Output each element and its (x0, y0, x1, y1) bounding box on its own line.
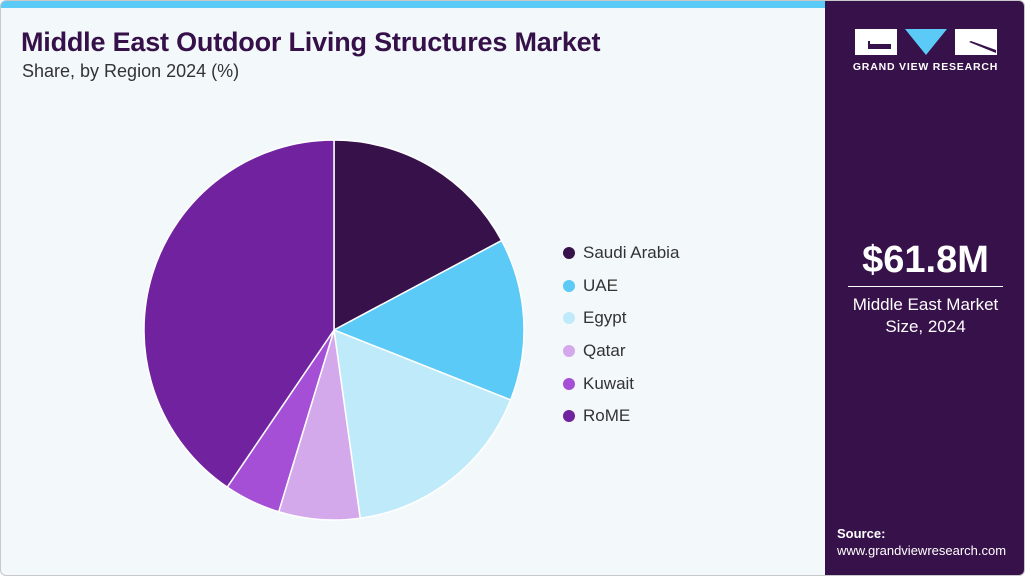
market-size-label: Middle East Market Size, 2024 (825, 294, 1024, 338)
market-size-value: $61.8M (862, 239, 989, 281)
legend-item: Saudi Arabia (563, 237, 679, 270)
legend-dot-icon (563, 410, 575, 423)
accent-bar (1, 1, 825, 8)
source-title: Source: (837, 526, 886, 541)
legend-item: RoME (563, 400, 679, 433)
pie-slice-egypt (333, 328, 512, 520)
legend-dot-icon (563, 377, 575, 390)
legend-label: Kuwait (583, 373, 635, 393)
pie-slice-saudi-arabia (333, 139, 503, 332)
pie-slice-rome (143, 139, 335, 489)
legend-dot-icon (563, 279, 575, 292)
legend-dot-icon (563, 312, 575, 325)
info-sidebar: GRAND VIEW RESEARCH $61.8M Middle East M… (825, 1, 1024, 575)
legend-label: Saudi Arabia (583, 243, 680, 263)
legend-dot-icon (563, 247, 575, 260)
legend: Saudi Arabia UAE Egypt Qatar Kuwait RoME (563, 237, 679, 433)
legend-label: Qatar (583, 341, 626, 361)
brand-name: GRAND VIEW RESEARCH (852, 61, 999, 73)
legend-item: UAE (563, 270, 679, 303)
market-label-line1: Middle East Market (852, 295, 999, 314)
legend-label: RoME (583, 406, 631, 426)
legend-item: Qatar (563, 335, 679, 368)
chart-title: Middle East Outdoor Living Structures Ma… (21, 27, 601, 57)
legend-item: Egypt (563, 302, 679, 335)
pie-slice-uae (332, 239, 525, 401)
market-label-line2: Size, 2024 (885, 317, 966, 336)
legend-item: Kuwait (563, 367, 679, 400)
chart-subtitle: Share, by Region 2024 (%) (22, 61, 240, 81)
divider (848, 286, 1003, 287)
pie-chart (143, 139, 525, 521)
legend-label: UAE (583, 275, 618, 295)
legend-dot-icon (563, 345, 575, 358)
legend-label: Egypt (583, 308, 627, 328)
source-link[interactable]: www.grandviewresearch.com (837, 543, 1007, 558)
gvr-logo-icon (855, 29, 997, 55)
